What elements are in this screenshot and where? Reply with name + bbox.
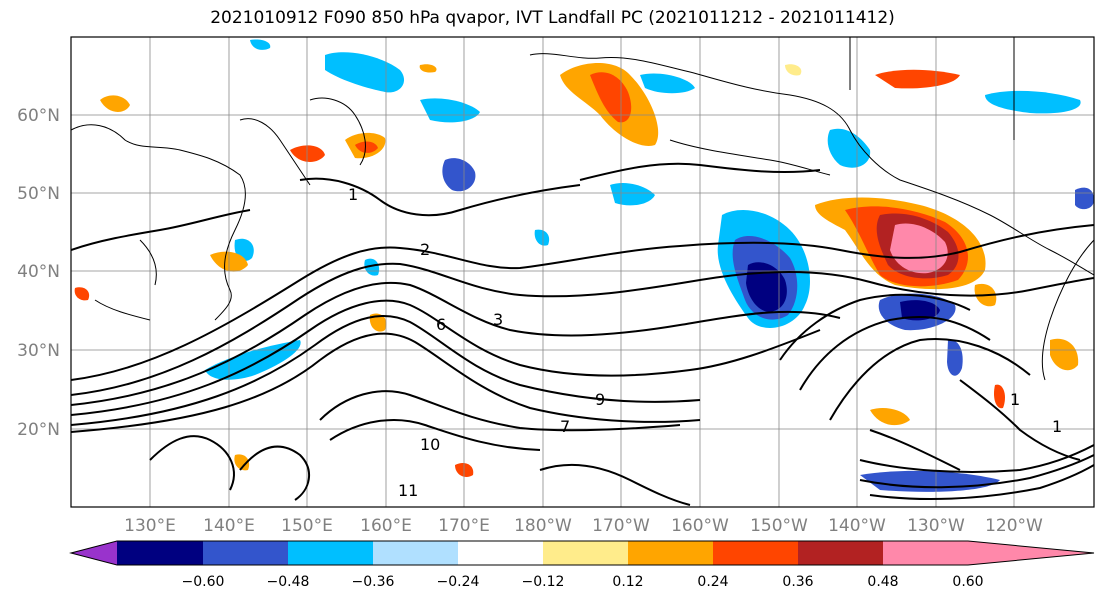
colorbar-outline bbox=[69, 540, 1095, 566]
lon-label: 120°W bbox=[985, 516, 1043, 536]
colorbar-tick: −0.24 bbox=[437, 574, 480, 590]
contour-label: 1 bbox=[348, 185, 358, 204]
colorbar-tick: 0.12 bbox=[612, 574, 643, 590]
colorbar-segment bbox=[373, 541, 458, 565]
contour-label: 7 bbox=[560, 417, 570, 436]
contour-label-group: 1 2 3 6 7 9 10 11 1 1 bbox=[348, 185, 1062, 500]
colorbar-segment bbox=[203, 541, 288, 565]
colorbar-extend-low bbox=[71, 541, 117, 565]
colorbar-tick: −0.48 bbox=[267, 574, 310, 590]
lon-label: 150°E bbox=[281, 516, 333, 536]
contour-label: 2 bbox=[420, 240, 430, 259]
coastlines bbox=[71, 37, 1094, 381]
lon-label: 160°E bbox=[360, 516, 412, 536]
lon-label: 170°E bbox=[438, 516, 490, 536]
colorbar-tick: 0.60 bbox=[952, 574, 983, 590]
colorbar-segment bbox=[628, 541, 713, 565]
colorbar-tick: −0.36 bbox=[352, 574, 395, 590]
lon-label: 170°W bbox=[592, 516, 650, 536]
map-title: 2021010912 F090 850 hPa qvapor, IVT Land… bbox=[210, 8, 895, 28]
colorbar-segment bbox=[117, 541, 203, 565]
longitude-labels: 130°E 140°E 150°E 160°E 170°E 180°W 170°… bbox=[124, 516, 1043, 536]
contour-label: 11 bbox=[398, 481, 418, 500]
latitude-labels: 60°N 50°N 40°N 30°N 20°N bbox=[17, 106, 60, 440]
colorbar-extend-high bbox=[968, 541, 1094, 565]
lat-label: 50°N bbox=[17, 184, 60, 204]
contour-label: 9 bbox=[595, 390, 605, 409]
colorbar-segment bbox=[458, 541, 543, 565]
contour-label: 10 bbox=[420, 435, 440, 454]
colorbar-tick: 0.48 bbox=[867, 574, 898, 590]
colorbar-segment bbox=[883, 541, 968, 565]
contour-label: 6 bbox=[436, 315, 446, 334]
lat-label: 20°N bbox=[17, 420, 60, 440]
lon-label: 160°W bbox=[671, 516, 729, 536]
colorbar-segment bbox=[713, 541, 798, 565]
colorbar-tick: 0.24 bbox=[697, 574, 728, 590]
positive-anomaly-shading bbox=[74, 62, 1079, 477]
contour-label: 1 bbox=[1052, 417, 1062, 436]
colorbar: −0.60 −0.48 −0.36 −0.24 −0.12 0.12 0.24 … bbox=[69, 540, 1095, 590]
contour-lines bbox=[71, 162, 1094, 506]
lon-label: 130°W bbox=[907, 516, 965, 536]
map-frame bbox=[70, 36, 1095, 508]
colorbar-segment bbox=[798, 541, 883, 565]
colorbar-segment bbox=[543, 541, 628, 565]
colorbar-tick-labels: −0.60 −0.48 −0.36 −0.24 −0.12 0.12 0.24 … bbox=[182, 574, 984, 590]
lat-label: 40°N bbox=[17, 262, 60, 282]
lon-label: 140°W bbox=[828, 516, 886, 536]
lat-label: 30°N bbox=[17, 341, 60, 361]
lon-label: 130°E bbox=[124, 516, 176, 536]
colorbar-segment bbox=[288, 541, 373, 565]
colorbar-tick: −0.12 bbox=[522, 574, 565, 590]
lat-label: 60°N bbox=[17, 106, 60, 126]
contour-label: 1 bbox=[1010, 390, 1020, 409]
lon-label: 140°E bbox=[203, 516, 255, 536]
colorbar-tick: 0.36 bbox=[782, 574, 813, 590]
lon-label: 150°W bbox=[750, 516, 808, 536]
map-plot: 1 2 3 6 7 9 10 11 1 1 bbox=[71, 37, 1094, 507]
lon-label: 180°W bbox=[514, 516, 572, 536]
contour-label: 3 bbox=[493, 310, 503, 329]
colorbar-tick: −0.60 bbox=[182, 574, 225, 590]
